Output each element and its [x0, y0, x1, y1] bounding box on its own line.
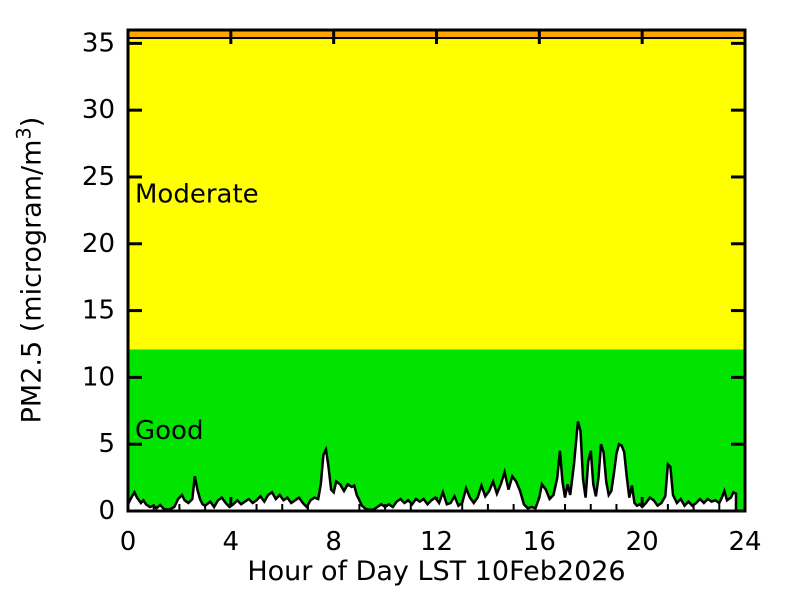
y-axis-title-superscript: 3 — [12, 127, 36, 140]
y-axis-title-close: ) — [16, 116, 48, 128]
y-tick-label: 20 — [82, 229, 115, 259]
x-axis-title: Hour of Day LST 10Feb2026 — [247, 556, 626, 587]
y-tick-label: 0 — [98, 496, 115, 526]
y-tick-label: 30 — [82, 95, 115, 125]
pm25-area-series — [126, 421, 738, 513]
aqi-category-bands — [127, 29, 746, 511]
y-tick-label: 10 — [82, 362, 115, 392]
x-axis-minor-ticks — [152, 504, 721, 510]
x-tick-label: 20 — [626, 527, 659, 557]
aqi-band-labels: Good Moderate — [135, 180, 259, 446]
axis-tick-labels: 0 5 10 15 20 25 30 35 0 4 8 12 16 20 24 — [82, 28, 762, 557]
aqi-band-good — [128, 349, 745, 511]
y-axis-title-main: PM2.5 (microgram/m — [16, 139, 48, 424]
x-tick-label: 0 — [120, 527, 137, 557]
y-tick-label: 5 — [98, 429, 115, 459]
x-tick-label: 24 — [728, 527, 761, 557]
y-tick-label: 25 — [82, 162, 115, 192]
band-label-moderate: Moderate — [135, 180, 259, 210]
x-tick-label: 12 — [420, 527, 453, 557]
x-tick-label: 8 — [325, 527, 342, 557]
x-tick-label: 4 — [223, 527, 240, 557]
band-label-good: Good — [135, 416, 203, 446]
aqi-band-moderate — [128, 38, 745, 350]
y-tick-label: 35 — [82, 28, 115, 58]
y-tick-label: 15 — [82, 296, 115, 326]
y-axis-title: PM2.5 (microgram/m3) — [13, 117, 48, 424]
x-tick-label: 16 — [523, 527, 556, 557]
plot-frame — [126, 28, 747, 513]
